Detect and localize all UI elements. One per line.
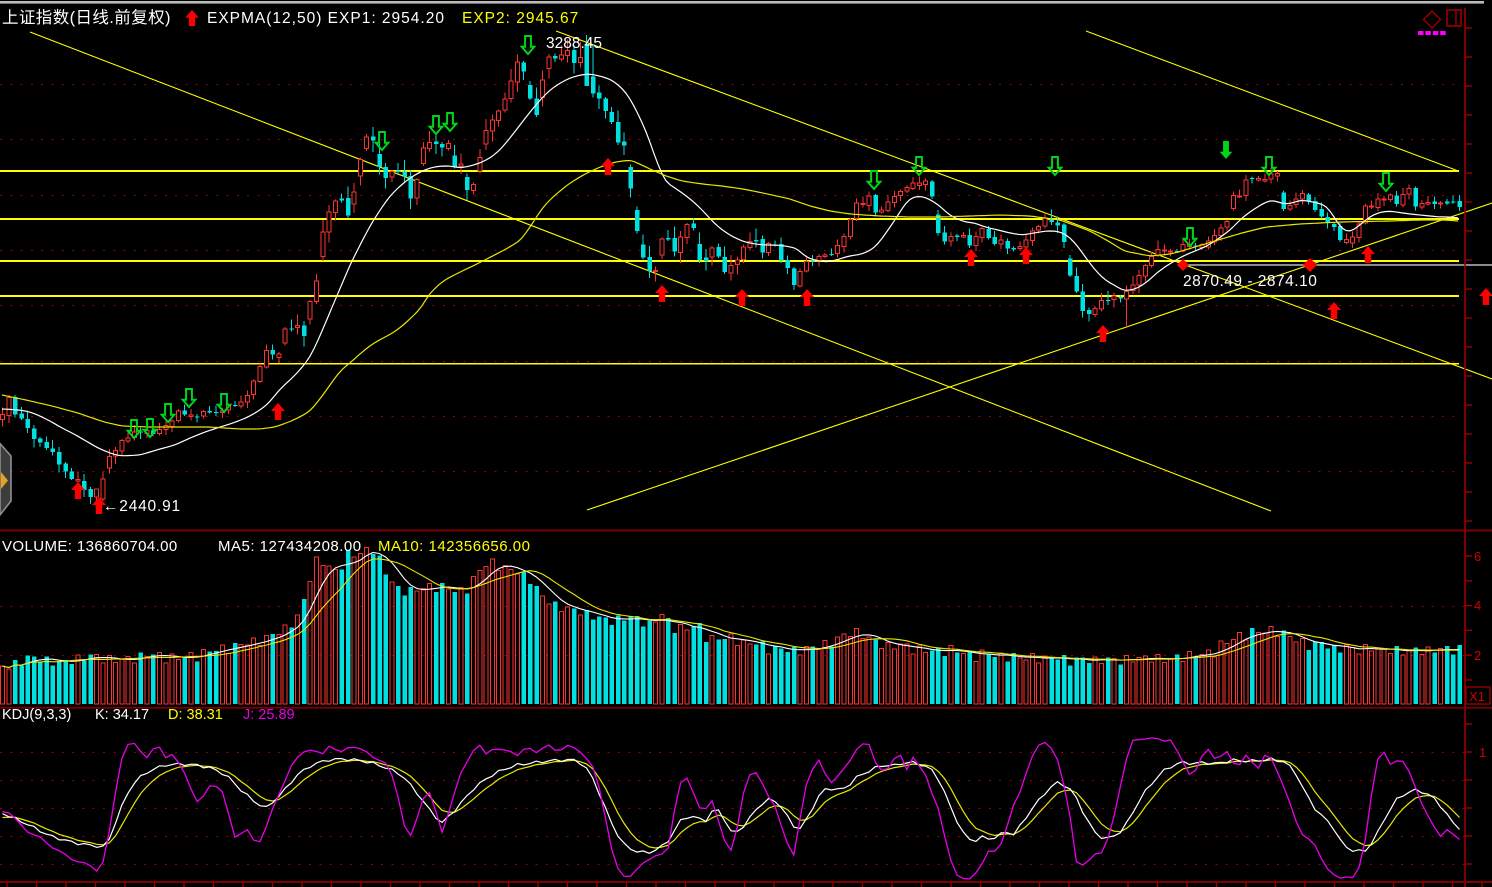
svg-text:6: 6 xyxy=(1474,549,1481,564)
svg-text:KDJ(9,3,3): KDJ(9,3,3) xyxy=(2,707,71,723)
svg-text:MA10: 142356656.00: MA10: 142356656.00 xyxy=(378,538,530,555)
svg-text:2870.49 - 2874.10: 2870.49 - 2874.10 xyxy=(1183,273,1317,290)
svg-text:VOLUME: 136860704.00: VOLUME: 136860704.00 xyxy=(2,538,178,555)
svg-text:←2440.91: ←2440.91 xyxy=(103,498,181,515)
svg-text:1: 1 xyxy=(1479,745,1486,760)
svg-text:2: 2 xyxy=(1474,648,1481,663)
svg-text:K: 34.17: K: 34.17 xyxy=(95,707,149,723)
svg-text:上证指数(日线.前复权): 上证指数(日线.前复权) xyxy=(2,8,171,27)
svg-text:X1: X1 xyxy=(1469,689,1485,704)
svg-text:MA5: 127434208.00: MA5: 127434208.00 xyxy=(218,538,362,555)
svg-text:4: 4 xyxy=(1474,598,1481,613)
svg-text:EXP2: 2945.67: EXP2: 2945.67 xyxy=(462,10,579,27)
svg-text:J: 25.89: J: 25.89 xyxy=(243,707,295,723)
svg-text:D: 38.31: D: 38.31 xyxy=(168,707,223,723)
svg-text:EXPMA(12,50) EXP1: 2954.20: EXPMA(12,50) EXP1: 2954.20 xyxy=(207,10,445,27)
svg-text:3288.45: 3288.45 xyxy=(546,35,602,52)
